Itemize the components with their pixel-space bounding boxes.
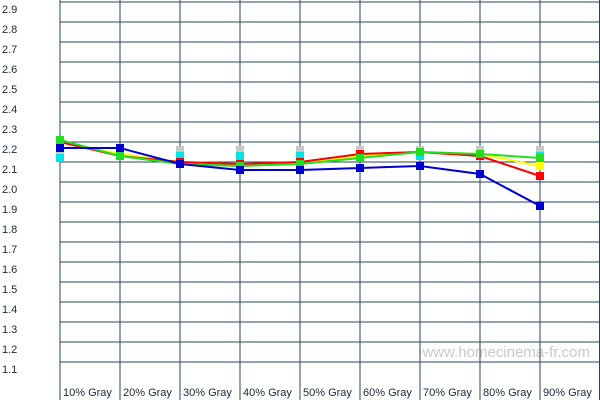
point <box>236 166 244 174</box>
point <box>56 136 64 144</box>
y-tick-label: 2.8 <box>2 24 17 36</box>
x-tick-label: 70% Gray <box>423 387 472 399</box>
point <box>56 144 64 152</box>
y-tick-label: 2.6 <box>2 64 17 76</box>
y-tick-label: 2.5 <box>2 84 17 96</box>
y-tick-label: 1.1 <box>2 364 17 376</box>
x-tick-label: 40% Gray <box>243 387 292 399</box>
x-tick-label: 20% Gray <box>123 387 172 399</box>
point <box>536 202 544 210</box>
y-tick-label: 2.2 <box>2 144 17 156</box>
x-tick-label: 80% Gray <box>483 387 532 399</box>
y-tick-label: 1.7 <box>2 244 17 256</box>
point <box>296 160 304 168</box>
y-tick-label: 2.4 <box>2 104 17 116</box>
y-tick-label: 1.2 <box>2 344 17 356</box>
point <box>416 162 424 170</box>
point <box>416 148 424 156</box>
point <box>176 160 184 168</box>
point <box>176 146 184 154</box>
y-tick-label: 1.9 <box>2 204 17 216</box>
point <box>116 152 124 160</box>
point <box>236 146 244 154</box>
y-tick-label: 2.0 <box>2 184 17 196</box>
point <box>56 154 64 162</box>
point <box>176 152 184 160</box>
x-tick-label: 60% Gray <box>363 387 412 399</box>
point <box>356 154 364 162</box>
y-tick-label: 2.7 <box>2 44 17 56</box>
point <box>296 146 304 154</box>
point <box>536 162 544 170</box>
x-tick-label: 90% Gray <box>543 387 592 399</box>
y-tick-label: 1.4 <box>2 304 17 316</box>
point <box>476 170 484 178</box>
y-tick-label: 2.3 <box>2 124 17 136</box>
y-tick-label: 2.1 <box>2 164 17 176</box>
y-tick-label: 1.5 <box>2 284 17 296</box>
y-tick-label: 1.8 <box>2 224 17 236</box>
point <box>536 154 544 162</box>
point <box>296 166 304 174</box>
watermark: www.homecinema-fr.com <box>421 344 590 361</box>
point <box>116 144 124 152</box>
point <box>536 146 544 154</box>
point <box>356 164 364 172</box>
y-tick-label: 1.3 <box>2 324 17 336</box>
point <box>476 150 484 158</box>
point <box>296 152 304 160</box>
y-tick-label: 2.9 <box>2 4 17 16</box>
x-tick-label: 30% Gray <box>183 387 232 399</box>
point <box>236 152 244 160</box>
point <box>536 172 544 180</box>
x-tick-label: 50% Gray <box>303 387 352 399</box>
x-tick-label: 10% Gray <box>63 387 112 399</box>
y-tick-label: 1.6 <box>2 264 17 276</box>
